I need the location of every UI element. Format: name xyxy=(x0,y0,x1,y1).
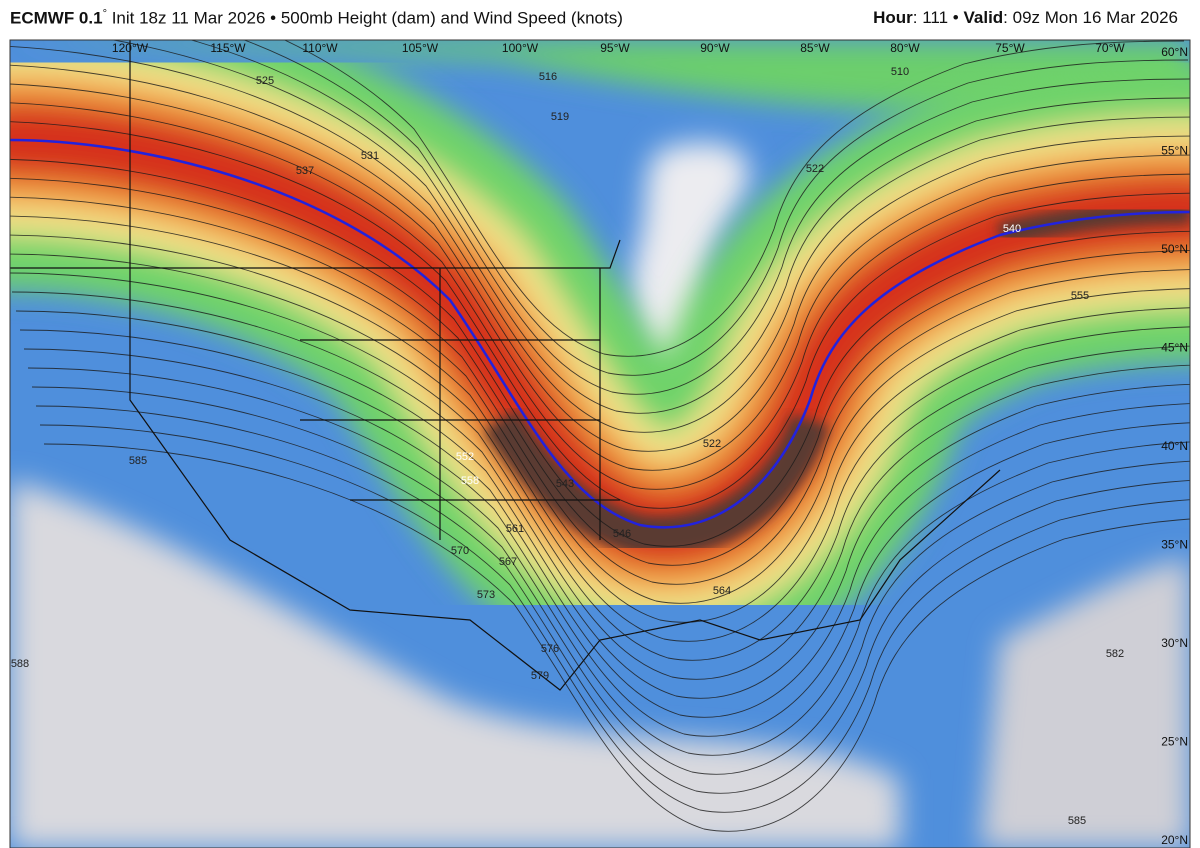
contour-line xyxy=(242,40,1189,376)
header-left: ECMWF 0.1° Init 18z 11 Mar 2026 • 500mb … xyxy=(10,8,623,29)
contour-label: 540 xyxy=(1003,223,1021,235)
contour-label: 543 xyxy=(556,478,574,490)
contour-line xyxy=(35,405,1190,794)
hour: : 111 • xyxy=(912,8,959,27)
contour-label: 555 xyxy=(1071,290,1089,302)
contour-label: 561 xyxy=(506,523,524,535)
longitude-label: 85°W xyxy=(800,41,830,55)
header-right: Hour: 111 • Valid: 09z Mon 16 Mar 2026 xyxy=(873,8,1178,28)
latitude-label: 35°N xyxy=(1161,538,1188,552)
contour-label: 558 xyxy=(461,475,479,487)
contour-line xyxy=(43,443,1190,832)
contour-line xyxy=(11,291,1190,680)
contour-label: 510 xyxy=(891,66,909,78)
longitude-label: 95°W xyxy=(600,41,630,55)
longitude-label: 115°W xyxy=(210,41,246,55)
longitude-label: 105°W xyxy=(402,41,439,55)
contour-line xyxy=(10,64,1190,452)
contour-line xyxy=(10,177,1190,566)
contour-label: 573 xyxy=(477,589,495,601)
contour-line xyxy=(283,40,1185,357)
contour-line xyxy=(15,310,1190,699)
contour-label: 522 xyxy=(806,163,824,175)
contour-line xyxy=(39,424,1190,813)
contour-line xyxy=(10,102,1190,490)
hour-label: Hour xyxy=(873,8,913,27)
contour-line xyxy=(10,253,1190,642)
contour-label: 519 xyxy=(551,111,569,123)
contour-label: 564 xyxy=(713,585,731,597)
contour-line xyxy=(31,386,1190,775)
contour-label: 552 xyxy=(456,451,474,463)
contour-line xyxy=(10,158,1190,547)
contour-label: 522 xyxy=(703,438,721,450)
contour-line xyxy=(10,215,1190,604)
contour-label: 582 xyxy=(1106,648,1124,660)
contour-label: 537 xyxy=(296,165,314,177)
longitude-label: 75°W xyxy=(995,41,1025,55)
model: ECMWF 0.1 xyxy=(10,8,103,28)
contour-label: 516 xyxy=(539,71,557,83)
valid-label: Valid xyxy=(963,8,1004,27)
longitude-label: 80°W xyxy=(890,41,920,55)
contour-label: 585 xyxy=(1068,815,1086,827)
contour-line xyxy=(23,348,1190,737)
longitude-label: 110°W xyxy=(302,41,338,55)
contour-line xyxy=(19,329,1190,718)
latitude-label: 30°N xyxy=(1161,636,1188,650)
latitude-label: 25°N xyxy=(1161,735,1188,749)
contour-line xyxy=(10,196,1190,585)
contour-line xyxy=(10,234,1190,623)
latitude-label: 40°N xyxy=(1161,439,1188,453)
contour-label: 585 xyxy=(129,455,147,467)
contour-label: 546 xyxy=(613,528,631,540)
contour-line xyxy=(10,46,1190,433)
contour-line xyxy=(27,367,1190,756)
longitude-label: 70°W xyxy=(1095,41,1125,55)
longitude-label: 120°W xyxy=(112,41,149,55)
longitude-label: 100°W xyxy=(502,41,539,55)
valid: : 09z Mon 16 Mar 2026 xyxy=(1003,8,1178,27)
contour-line xyxy=(10,83,1190,471)
description: Init 18z 11 Mar 2026 • 500mb Height (dam… xyxy=(111,8,623,28)
contour-label: 588 xyxy=(11,658,29,670)
latitude-label: 50°N xyxy=(1161,242,1188,256)
latitude-label: 45°N xyxy=(1161,341,1188,355)
contour-label: 531 xyxy=(361,150,379,162)
contour-label: 525 xyxy=(256,75,274,87)
contour-line xyxy=(10,121,1190,509)
latitude-label: 55°N xyxy=(1161,144,1188,158)
contour-label: 579 xyxy=(531,670,549,682)
contour-line xyxy=(110,40,1190,414)
longitude-label: 90°W xyxy=(700,41,730,55)
contour-label: 567 xyxy=(499,556,517,568)
contour-line xyxy=(189,40,1190,395)
latitude-label: 60°N xyxy=(1161,45,1188,59)
contour-label: 576 xyxy=(541,643,559,655)
latitude-label: 20°N xyxy=(1161,833,1188,847)
degree: ° xyxy=(102,8,107,20)
contour-label: 570 xyxy=(451,545,469,557)
